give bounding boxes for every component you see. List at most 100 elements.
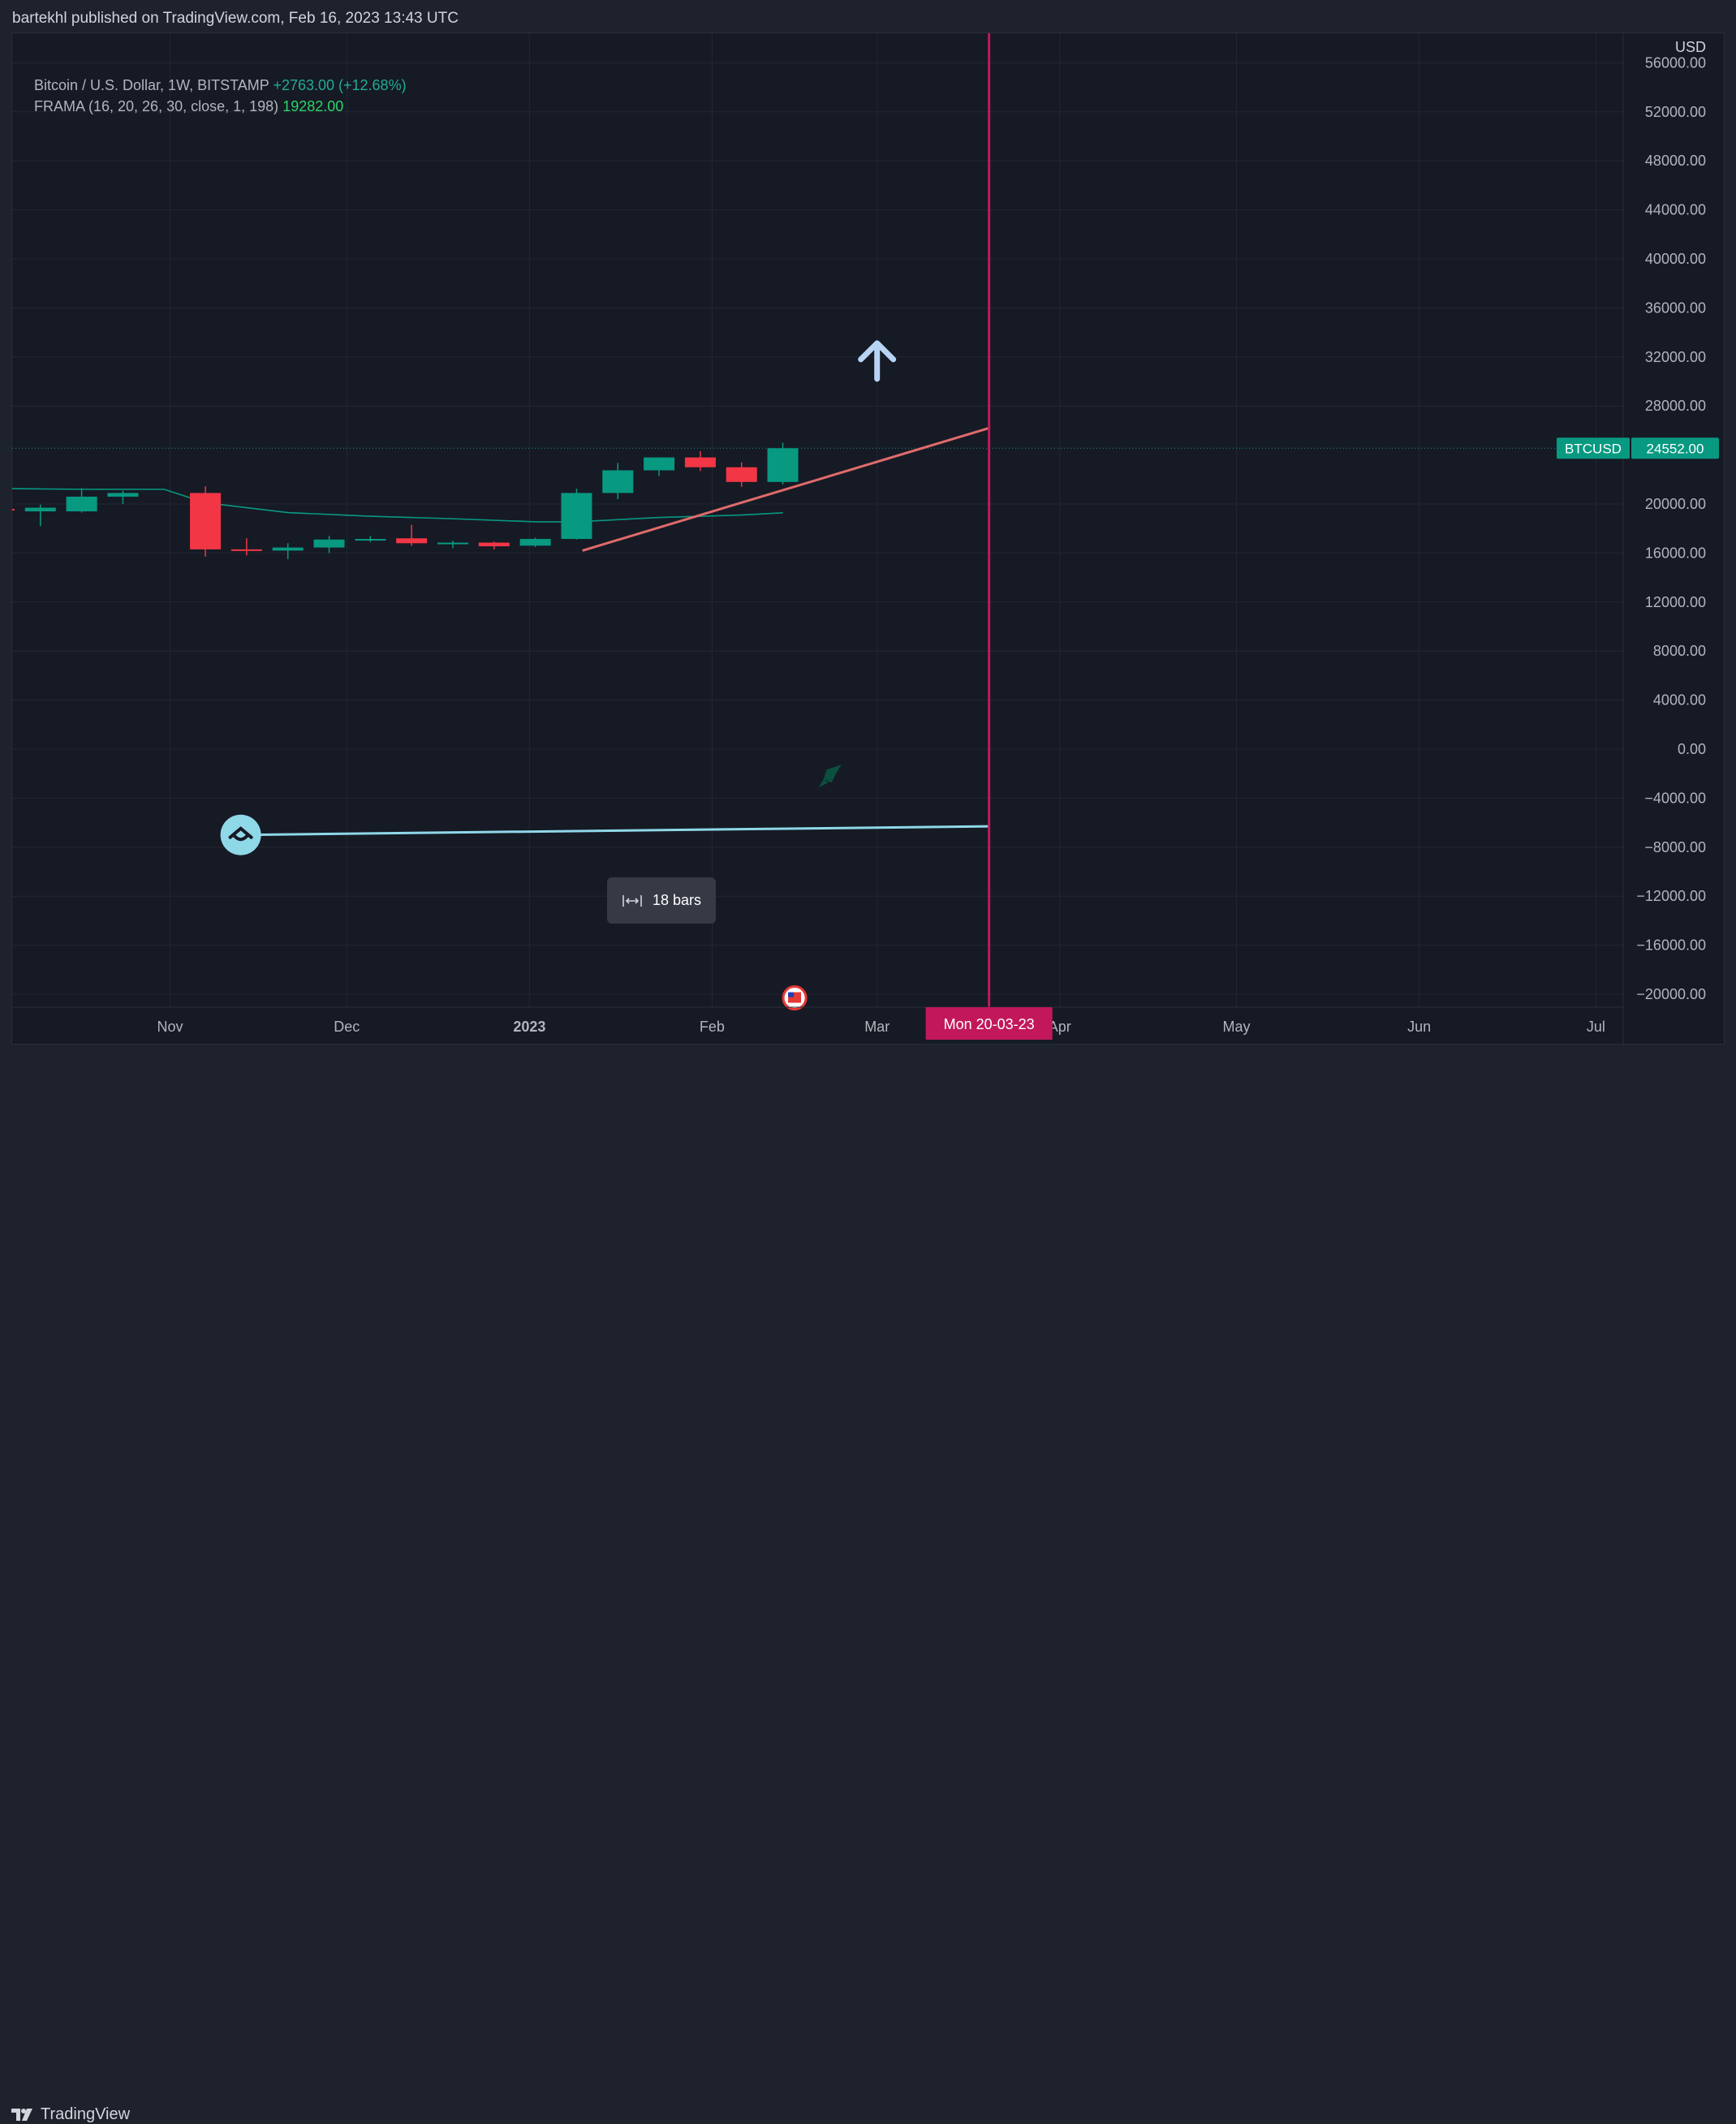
candle-body[interactable] bbox=[66, 496, 97, 512]
price-tick-label: 16000.00 bbox=[1645, 545, 1706, 561]
candle[interactable] bbox=[272, 543, 304, 559]
candle[interactable] bbox=[230, 538, 262, 556]
symbol-tag: BTCUSD bbox=[1565, 441, 1622, 456]
symbol-tag-bg bbox=[1557, 437, 1630, 459]
candle-body[interactable] bbox=[230, 549, 262, 551]
candle-body[interactable] bbox=[396, 538, 428, 544]
grid-lines bbox=[12, 33, 1623, 1007]
price-tick-label: 8000.00 bbox=[1653, 643, 1706, 659]
candle[interactable] bbox=[355, 536, 386, 542]
date-tag-bg bbox=[925, 1007, 1053, 1040]
price-tick-label: 48000.00 bbox=[1645, 153, 1706, 169]
up-arrow-icon[interactable] bbox=[858, 340, 897, 382]
candle[interactable] bbox=[519, 537, 551, 547]
currency-label: USD bbox=[1675, 39, 1706, 55]
candle[interactable] bbox=[767, 442, 799, 485]
indicator-legend[interactable]: FRAMA (16, 20, 26, 30, close, 1, 198) 19… bbox=[34, 98, 343, 115]
time-tick-label: Feb bbox=[700, 1019, 725, 1035]
us-flag-canton bbox=[788, 992, 795, 997]
price-tick-label: 4000.00 bbox=[1653, 692, 1706, 709]
candle-body[interactable] bbox=[24, 507, 56, 512]
candle[interactable] bbox=[24, 504, 56, 527]
candle-body[interactable] bbox=[767, 448, 799, 482]
chevron-up-icon bbox=[228, 826, 253, 842]
frama-line[interactable] bbox=[12, 488, 783, 523]
candle[interactable] bbox=[313, 536, 345, 554]
price-tick-label: 36000.00 bbox=[1645, 299, 1706, 316]
brand-name: TradingView bbox=[41, 2105, 131, 2123]
symbol-legend[interactable]: Bitcoin / U.S. Dollar, 1W, BITSTAMP +276… bbox=[34, 77, 407, 94]
top-bar: bartekhl published on TradingView.com, F… bbox=[0, 0, 1736, 32]
tradingview-logo[interactable]: TradingView bbox=[11, 2105, 130, 2124]
time-tick-label: Nov bbox=[157, 1019, 183, 1035]
time-tick-label: Apr bbox=[1049, 1019, 1071, 1035]
price-tick-label: −16000.00 bbox=[1636, 937, 1706, 954]
rocket-icon[interactable] bbox=[818, 765, 842, 788]
symbol-name: Bitcoin / U.S. Dollar, 1W, BITSTAMP bbox=[34, 77, 269, 93]
price-tag: 24552.00 bbox=[1647, 441, 1704, 456]
candle[interactable] bbox=[684, 451, 716, 472]
candle-body[interactable] bbox=[726, 467, 757, 482]
candle-body[interactable] bbox=[684, 457, 716, 467]
price-tick-label: 20000.00 bbox=[1645, 496, 1706, 512]
candle-body[interactable] bbox=[602, 470, 634, 493]
candle-body[interactable] bbox=[107, 493, 139, 497]
candle-body[interactable] bbox=[437, 542, 468, 545]
tradingview-logo-icon bbox=[11, 2108, 32, 2121]
candle-body[interactable] bbox=[355, 539, 386, 541]
time-tick-label: Dec bbox=[334, 1019, 360, 1035]
time-tick-label: May bbox=[1223, 1019, 1251, 1035]
candle[interactable] bbox=[190, 486, 222, 557]
price-axis[interactable]: 56000.00 52000.00 48000.00 44000.00 40000.00… bbox=[1636, 39, 1706, 1002]
candle-body[interactable] bbox=[519, 539, 551, 546]
price-tick-label: −20000.00 bbox=[1636, 986, 1706, 1002]
candle[interactable] bbox=[12, 508, 15, 512]
candle-body[interactable] bbox=[313, 539, 345, 548]
candle-body[interactable] bbox=[272, 547, 304, 551]
candle-body[interactable] bbox=[478, 542, 510, 547]
bars-count: 18 bars bbox=[652, 892, 702, 908]
candle[interactable] bbox=[107, 490, 139, 504]
indicator-value: 19282.00 bbox=[282, 98, 344, 114]
indicator-name: FRAMA (16, 20, 26, 30, close, 1, 198) bbox=[34, 98, 279, 114]
candle-body[interactable] bbox=[644, 457, 675, 471]
candle[interactable] bbox=[644, 457, 675, 476]
price-tag-bg bbox=[1631, 437, 1719, 459]
horizontal-ray-line[interactable] bbox=[240, 825, 989, 837]
bars-range-label: 18 bars bbox=[607, 877, 716, 924]
candle-body[interactable] bbox=[12, 509, 15, 511]
time-tick-label: 2023 bbox=[513, 1019, 545, 1035]
price-tick-label: 40000.00 bbox=[1645, 251, 1706, 267]
time-axis[interactable]: Nov Dec 2023 Feb Mar Apr May Jun Jul bbox=[157, 1019, 1605, 1035]
time-tick-label: Mar bbox=[864, 1019, 890, 1035]
published-caption: bartekhl published on TradingView.com, F… bbox=[12, 10, 459, 27]
price-tick-label: −8000.00 bbox=[1644, 839, 1706, 855]
chart-area[interactable]: 56000.00 52000.00 48000.00 44000.00 40000.00… bbox=[11, 32, 1725, 1045]
candle-body[interactable] bbox=[190, 493, 222, 549]
price-tick-label: 0.00 bbox=[1678, 741, 1706, 757]
candle[interactable] bbox=[437, 541, 468, 549]
date-tag: Mon 20-03-23 bbox=[944, 1016, 1035, 1032]
time-tick-label: Jul bbox=[1587, 1019, 1605, 1035]
range-arrows-icon bbox=[622, 894, 642, 907]
candle[interactable] bbox=[66, 488, 97, 513]
price-tick-label: 28000.00 bbox=[1645, 398, 1706, 414]
price-tick-label: 12000.00 bbox=[1645, 594, 1706, 610]
trendline[interactable] bbox=[582, 426, 990, 552]
price-tick-label: 32000.00 bbox=[1645, 349, 1706, 365]
time-tick-label: Jun bbox=[1407, 1019, 1431, 1035]
candle[interactable] bbox=[396, 524, 428, 546]
candle[interactable] bbox=[561, 489, 592, 540]
price-tick-label: −12000.00 bbox=[1636, 888, 1706, 904]
footer: TradingView bbox=[0, 1045, 1736, 2123]
price-change: +2763.00 (+12.68%) bbox=[273, 77, 407, 93]
line-tool-icon[interactable] bbox=[220, 814, 261, 855]
candle-body[interactable] bbox=[561, 493, 592, 540]
candle[interactable] bbox=[478, 541, 510, 549]
chart-canvas[interactable]: 56000.00 52000.00 48000.00 44000.00 40000.00… bbox=[12, 33, 1725, 1045]
price-tick-label: 52000.00 bbox=[1645, 104, 1706, 120]
candle[interactable] bbox=[602, 463, 634, 499]
candle[interactable] bbox=[726, 462, 757, 487]
price-tick-label: 56000.00 bbox=[1645, 54, 1706, 71]
candles[interactable] bbox=[12, 442, 799, 559]
